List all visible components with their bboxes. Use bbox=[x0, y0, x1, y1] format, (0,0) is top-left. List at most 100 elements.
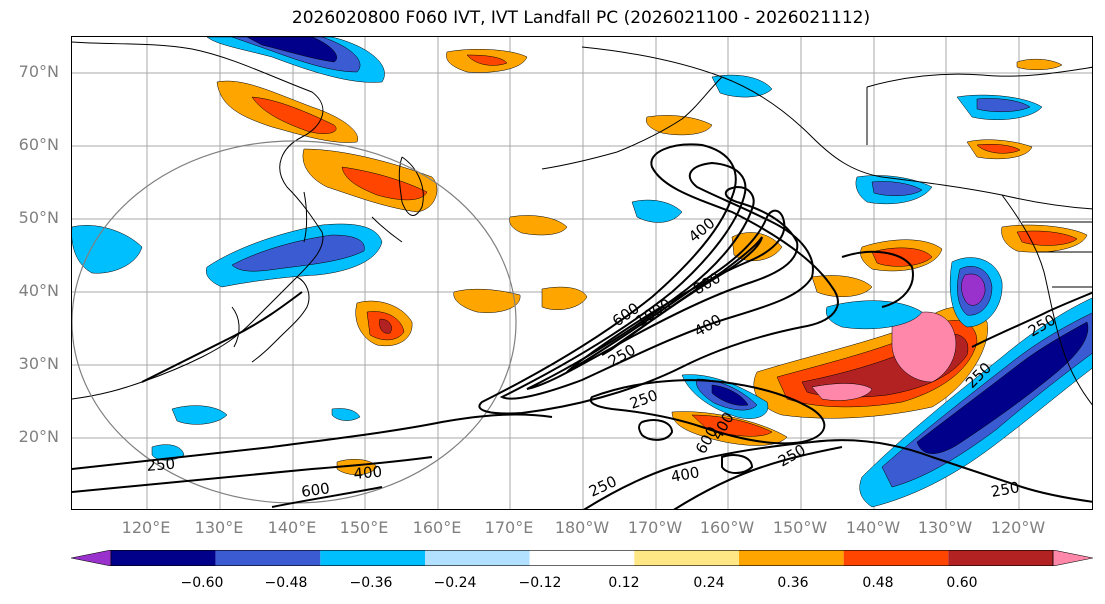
patch-small-blue-3 bbox=[151, 444, 185, 461]
contour-400-main bbox=[499, 161, 814, 400]
patch-north-red bbox=[466, 54, 508, 66]
contour-label: 250 bbox=[627, 386, 660, 413]
contour-label: 250 bbox=[586, 472, 620, 500]
coast-kurils bbox=[371, 216, 403, 243]
coast-alaska bbox=[581, 46, 1092, 210]
lat-label-40n: 40°N bbox=[18, 281, 59, 300]
colorbar-tick: −0.36 bbox=[349, 575, 393, 591]
lon-label-180w: 180°W bbox=[554, 518, 610, 537]
colorbar-cells bbox=[71, 550, 1093, 566]
contour-600-south bbox=[271, 486, 383, 508]
positive-pc-patches bbox=[216, 49, 1088, 475]
colorbar-tick: −0.60 bbox=[180, 575, 224, 591]
patch-gulf-mid bbox=[871, 181, 923, 196]
contour-400-south bbox=[72, 456, 433, 493]
lon-label-120w: 120°W bbox=[990, 518, 1046, 537]
contour-250-south bbox=[72, 413, 553, 470]
colorbar-frame bbox=[110, 550, 1054, 566]
contour-250-westcoast bbox=[971, 291, 1092, 348]
patch-subtropical-pink-2 bbox=[891, 311, 957, 383]
colorbar-cell bbox=[529, 550, 635, 566]
patch-arctic-navy bbox=[246, 37, 337, 63]
patch-small-blue-1 bbox=[171, 405, 228, 425]
colorbar-cell bbox=[948, 550, 1053, 566]
lon-label-120e: 120°E bbox=[121, 518, 171, 537]
colorbar-cell bbox=[320, 550, 425, 566]
contour-800-main bbox=[566, 209, 786, 373]
colorbar-cell bbox=[843, 550, 949, 566]
patch-canada-red bbox=[976, 143, 1021, 154]
contour-1000-main bbox=[601, 236, 763, 356]
patch-coast-navy bbox=[916, 321, 1089, 454]
patch-okhotsk-red bbox=[341, 166, 428, 201]
patch-gulf-orange-2 bbox=[811, 275, 873, 297]
patch-bc-purple bbox=[961, 273, 986, 306]
lon-label-150e: 150°E bbox=[339, 518, 389, 537]
colorbar bbox=[71, 550, 1093, 566]
contour-250-gulf bbox=[841, 250, 914, 308]
coast-aleutians bbox=[541, 151, 618, 170]
contour-250-hawaii bbox=[589, 379, 826, 445]
projection-circle bbox=[72, 140, 517, 504]
coast-westcoast bbox=[1001, 194, 1092, 406]
contour-label: 400 bbox=[353, 463, 383, 483]
contour-loop-small-1 bbox=[638, 419, 674, 441]
colorbar-tick: −0.24 bbox=[433, 575, 477, 591]
coast-asia bbox=[72, 41, 324, 400]
patch-aleutian-blue bbox=[631, 199, 683, 223]
contour-label: 250 bbox=[146, 455, 176, 475]
coast-sakhalin bbox=[303, 191, 308, 243]
patch-small-orange-2 bbox=[1016, 58, 1063, 70]
colorbar-cell bbox=[634, 550, 739, 566]
negative-pc-patches bbox=[72, 37, 1092, 508]
patch-subtropical-pink-1 bbox=[811, 383, 873, 401]
lat-label-50n: 50°N bbox=[18, 208, 59, 227]
colorbar-tick: 0.48 bbox=[862, 575, 894, 591]
map-canvas: 250 400 600 800 1000 600 400 250 250 400… bbox=[72, 37, 1092, 509]
patch-hawaii-navy bbox=[711, 384, 749, 406]
colorbar-cell bbox=[425, 550, 530, 566]
patch-central-orange-1 bbox=[509, 215, 568, 236]
lon-label-140e: 140°E bbox=[267, 518, 317, 537]
ivt-contours bbox=[72, 143, 1092, 509]
coast-arctic-canada bbox=[866, 66, 1092, 88]
contour-loop-small-2 bbox=[721, 454, 754, 474]
colorbar-tick: 0.60 bbox=[946, 575, 978, 591]
lat-label-30n: 30°N bbox=[18, 354, 59, 373]
contour-400-southeast bbox=[673, 446, 843, 509]
contour-label: 400 bbox=[670, 463, 701, 486]
contour-250-southeast bbox=[583, 441, 813, 509]
colorbar-cell bbox=[111, 550, 216, 566]
map-title: 2026020800 F060 IVT, IVT Landfall PC (20… bbox=[291, 8, 871, 28]
coast-korea bbox=[231, 306, 240, 348]
contour-label: 250 bbox=[990, 478, 1021, 501]
lon-label-130e: 130°E bbox=[194, 518, 244, 537]
coast-alaska-peninsula bbox=[616, 76, 723, 153]
contour-250-east bbox=[811, 439, 1092, 503]
colorbar-extend-high bbox=[1052, 550, 1093, 566]
lat-label-60n: 60°N bbox=[18, 135, 59, 154]
patch-small-blue-2 bbox=[331, 408, 361, 421]
colorbar-extend-low bbox=[71, 550, 112, 566]
coast-kamchatka bbox=[398, 156, 424, 216]
colorbar-tick: −0.12 bbox=[518, 575, 562, 591]
coastlines bbox=[72, 41, 1092, 406]
patch-japan-mid bbox=[231, 234, 365, 272]
colorbar-cell bbox=[215, 550, 321, 566]
patch-japan-east-dark bbox=[379, 318, 392, 334]
coast-japan bbox=[251, 276, 310, 363]
colorbar-tick: 0.36 bbox=[777, 575, 809, 591]
contour-600-main bbox=[526, 185, 799, 390]
lon-label-170e: 170°E bbox=[484, 518, 534, 537]
colorbar-tick: 0.24 bbox=[693, 575, 725, 591]
contour-label: 600 bbox=[300, 479, 331, 501]
colorbar-tick: −0.48 bbox=[264, 575, 308, 591]
contour-250-main bbox=[478, 143, 839, 415]
lon-label-130w: 130°W bbox=[917, 518, 973, 537]
patch-pnw-blue bbox=[826, 300, 923, 330]
patch-small-orange-1 bbox=[336, 459, 378, 475]
patch-kamchatka-red bbox=[251, 96, 337, 134]
lon-label-150w: 150°W bbox=[772, 518, 828, 537]
map-panel: 250 400 600 800 1000 600 400 250 250 400… bbox=[71, 36, 1093, 510]
patch-central-orange-3 bbox=[541, 286, 588, 310]
